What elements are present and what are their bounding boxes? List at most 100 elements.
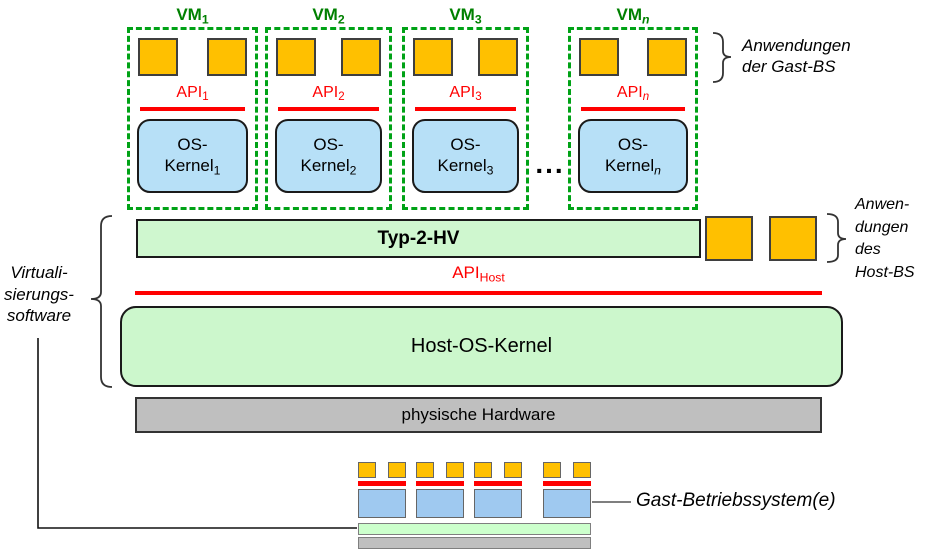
vm1-kernel-sub: 1 xyxy=(213,163,221,178)
guest-app-square xyxy=(207,38,247,76)
vm3-api-line xyxy=(415,107,516,111)
mini-app-square xyxy=(504,462,522,478)
vm3-api-text: API xyxy=(449,84,476,101)
vm3-kernel-text: Kernel xyxy=(437,155,487,175)
vm1-dashed-box: API1 OS- Kernel1 xyxy=(127,27,258,210)
mini-hypervisor-bar xyxy=(358,523,591,535)
guest-os-annotation: Gast-Betriebssystem(e) xyxy=(636,490,836,511)
virtualization-bracket-icon xyxy=(90,215,113,388)
vm2-title: VM2 xyxy=(265,5,392,27)
vm1-title: VM1 xyxy=(127,5,258,27)
vm1-os-kernel: OS- Kernel1 xyxy=(137,119,248,193)
mini-api-line xyxy=(358,481,406,486)
mini-app-square xyxy=(358,462,376,478)
vm2-apps xyxy=(276,38,381,76)
mini-vm-stack xyxy=(416,462,464,518)
mini-apps xyxy=(474,462,522,478)
host-app-square xyxy=(705,216,753,261)
vm1-api-text: API xyxy=(176,84,203,101)
mini-app-square xyxy=(474,462,492,478)
vm1-api-sub: 1 xyxy=(202,91,209,104)
mini-app-square xyxy=(388,462,406,478)
mini-guest-os-box xyxy=(543,489,591,518)
vmn-api-label: APIn xyxy=(571,84,695,104)
api-host-line xyxy=(135,291,822,295)
vm1-title-text: VM xyxy=(176,5,202,24)
virt-line2: sierungs- xyxy=(4,284,74,304)
vmn-kernel-text: Kernel xyxy=(605,155,655,175)
mini-api-line xyxy=(543,481,591,486)
vmn-kernel-line2: Kerneln xyxy=(605,155,661,179)
vmn-title-sub: n xyxy=(642,12,650,27)
vmn-api-sub: n xyxy=(642,91,650,104)
vm3-api-sub: 3 xyxy=(475,91,482,104)
vmn-api-line xyxy=(581,107,685,111)
mini-guest-os-box xyxy=(358,489,406,518)
vm2-kernel-sub: 2 xyxy=(349,163,357,178)
mini-apps xyxy=(358,462,406,478)
host-apps-line4: Host-BS xyxy=(855,263,915,281)
vm1-kernel-text: Kernel xyxy=(164,155,214,175)
vmn-dashed-box: APIn OS- Kerneln xyxy=(568,27,698,210)
mini-guest-os-box xyxy=(474,489,522,518)
guest-app-square xyxy=(478,38,518,76)
virtualization-software-annotation: Virtuali- sierungs- software xyxy=(0,262,78,327)
vm2-api-sub: 2 xyxy=(338,91,345,104)
guest-app-square xyxy=(341,38,381,76)
vm3-title-sub: 3 xyxy=(474,12,482,27)
vmn-apps xyxy=(579,38,687,76)
mini-apps xyxy=(416,462,464,478)
mini-app-square xyxy=(543,462,561,478)
host-apps-line2: dungen xyxy=(855,218,909,236)
vm1-kernel-line2: Kernel1 xyxy=(165,155,221,179)
mini-api-line xyxy=(474,481,522,486)
host-apps-line3: des xyxy=(855,241,881,258)
api-host-label: APIHost xyxy=(135,263,822,284)
vm1-apps xyxy=(138,38,247,76)
vm2-api-line xyxy=(278,107,379,111)
vm-ellipsis: ... xyxy=(535,148,565,179)
vm3-apps xyxy=(413,38,518,76)
mini-guest-os-box xyxy=(416,489,464,518)
vm-column-3: VM3 API3 OS- Kernel3 xyxy=(402,5,529,210)
guest-app-square xyxy=(647,38,687,76)
vm1-api-label: API1 xyxy=(130,84,255,104)
vm2-dashed-box: API2 OS- Kernel2 xyxy=(265,27,392,210)
host-os-kernel-box: Host-OS-Kernel xyxy=(120,306,843,387)
api-host-text: API xyxy=(452,263,480,282)
mini-hardware-bar xyxy=(358,537,591,549)
host-apps-line1: Anwen- xyxy=(855,196,910,213)
vmn-api-text: API xyxy=(616,84,643,101)
host-app-square xyxy=(769,216,817,261)
mini-vm-stack xyxy=(474,462,522,518)
type2-hypervisor-bar: Typ-2-HV xyxy=(136,219,701,258)
vm3-kernel-line2: Kernel3 xyxy=(438,155,494,179)
vmn-title: VMn xyxy=(568,5,698,27)
vm1-kernel-line1: OS- xyxy=(177,134,208,154)
mini-app-square xyxy=(446,462,464,478)
guest-apps-line2: der Gast-BS xyxy=(742,57,836,76)
mini-app-square xyxy=(573,462,591,478)
guest-apps-annotation: Anwendungen der Gast-BS xyxy=(742,35,851,77)
vmn-kernel-sub: n xyxy=(654,163,661,178)
physical-hardware-bar: physische Hardware xyxy=(135,397,822,433)
vm3-title-text: VM xyxy=(449,5,475,24)
virt-line1: Virtuali- xyxy=(10,263,68,282)
vm2-kernel-line2: Kernel2 xyxy=(301,155,357,179)
virt-line3: software xyxy=(6,306,72,325)
vm2-title-sub: 2 xyxy=(337,12,345,27)
guest-app-square xyxy=(276,38,316,76)
vm2-title-text: VM xyxy=(312,5,338,24)
vm-column-n: VMn APIn OS- Kerneln xyxy=(568,5,698,210)
vm2-os-kernel: OS- Kernel2 xyxy=(275,119,382,193)
vm3-dashed-box: API3 OS- Kernel3 xyxy=(402,27,529,210)
guest-apps-line1: Anwendungen xyxy=(742,36,851,55)
vm2-kernel-text: Kernel xyxy=(300,155,350,175)
vm-column-1: VM1 API1 OS- Kernel1 xyxy=(127,5,258,210)
vm3-os-kernel: OS- Kernel3 xyxy=(412,119,519,193)
guest-app-square xyxy=(138,38,178,76)
vmn-os-kernel: OS- Kerneln xyxy=(578,119,688,193)
mini-api-line xyxy=(416,481,464,486)
guest-apps-bracket-icon xyxy=(712,32,732,83)
